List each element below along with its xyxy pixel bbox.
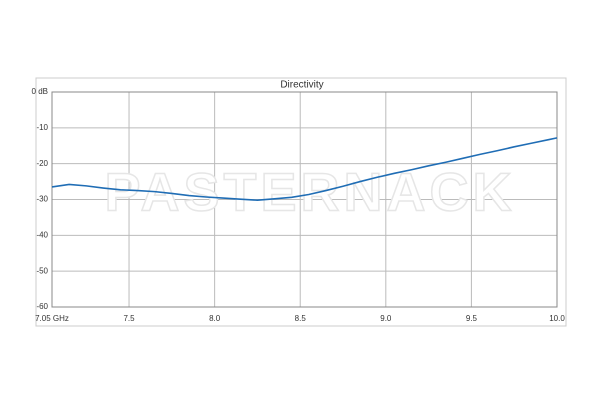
y-tick-label: -20	[36, 159, 48, 168]
y-tick-label: -10	[36, 123, 48, 132]
x-tick-label: 9.5	[466, 314, 478, 323]
x-tick-label: 7.05 GHz	[35, 314, 69, 323]
y-tick-label: -40	[36, 230, 48, 239]
x-tick-label: 8.5	[295, 314, 307, 323]
y-tick-label: -60	[36, 302, 48, 311]
x-tick-label: 8.0	[209, 314, 221, 323]
y-tick-label: -50	[36, 266, 48, 275]
chart-title: Directivity	[280, 80, 323, 91]
y-tick-label: 0 dB	[32, 87, 48, 96]
x-tick-label: 7.5	[123, 314, 135, 323]
x-tick-label: 10.0	[549, 314, 565, 323]
plot-area	[51, 91, 558, 308]
x-tick-label: 9.0	[380, 314, 392, 323]
watermark: PASTERNACK	[104, 162, 515, 222]
data-line	[51, 137, 558, 202]
y-tick-label: -30	[36, 195, 48, 204]
chart-frame	[35, 77, 567, 327]
